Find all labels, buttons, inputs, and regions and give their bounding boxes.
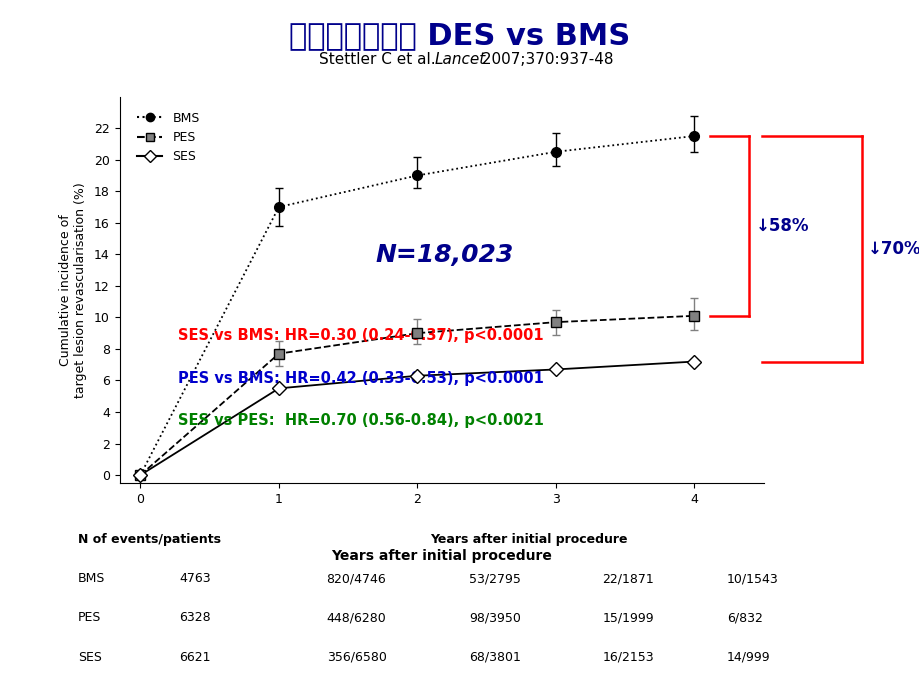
- Text: BMS: BMS: [78, 572, 106, 585]
- Text: 98/3950: 98/3950: [469, 611, 520, 624]
- Text: 820/4746: 820/4746: [326, 572, 386, 585]
- Text: 68/3801: 68/3801: [469, 651, 520, 664]
- Text: SES: SES: [78, 651, 102, 664]
- Text: 4763: 4763: [179, 572, 210, 585]
- Text: 6328: 6328: [179, 611, 210, 624]
- Text: Lancet: Lancet: [434, 52, 485, 67]
- Text: Stettler C et al.: Stettler C et al.: [319, 52, 440, 67]
- Text: ↓58%: ↓58%: [754, 217, 808, 235]
- Text: 14/999: 14/999: [726, 651, 769, 664]
- Text: 22/1871: 22/1871: [602, 572, 653, 585]
- Text: 356/6580: 356/6580: [326, 651, 386, 664]
- Text: 2007;370:937-48: 2007;370:937-48: [477, 52, 613, 67]
- Text: 靶病变血运重建 DES vs BMS: 靶病变血运重建 DES vs BMS: [289, 21, 630, 50]
- Text: 16/2153: 16/2153: [602, 651, 653, 664]
- Y-axis label: Cumulative incidence of
target lesion revascularisation (%): Cumulative incidence of target lesion re…: [59, 182, 87, 397]
- Text: 6/832: 6/832: [726, 611, 762, 624]
- Text: 6621: 6621: [179, 651, 210, 664]
- Text: Years after initial procedure: Years after initial procedure: [331, 549, 551, 562]
- Text: N of events/patients: N of events/patients: [78, 533, 221, 546]
- Text: 15/1999: 15/1999: [602, 611, 653, 624]
- Text: SES vs PES:  HR=0.70 (0.56-0.84), p<0.0021: SES vs PES: HR=0.70 (0.56-0.84), p<0.002…: [177, 413, 543, 428]
- Text: 53/2795: 53/2795: [469, 572, 520, 585]
- Text: SES vs BMS: HR=0.30 (0.24-0.37), p<0.0001: SES vs BMS: HR=0.30 (0.24-0.37), p<0.000…: [177, 328, 543, 343]
- Text: Years after initial procedure: Years after initial procedure: [430, 533, 627, 546]
- Text: N=18,023: N=18,023: [375, 243, 514, 267]
- Text: ↓70%: ↓70%: [868, 240, 919, 258]
- Text: PES vs BMS: HR=0.42 (0.33-0.53), p<0.0001: PES vs BMS: HR=0.42 (0.33-0.53), p<0.000…: [177, 371, 543, 386]
- Text: 448/6280: 448/6280: [326, 611, 386, 624]
- Legend: BMS, PES, SES: BMS, PES, SES: [132, 107, 204, 168]
- Text: PES: PES: [78, 611, 101, 624]
- Text: 10/1543: 10/1543: [726, 572, 777, 585]
